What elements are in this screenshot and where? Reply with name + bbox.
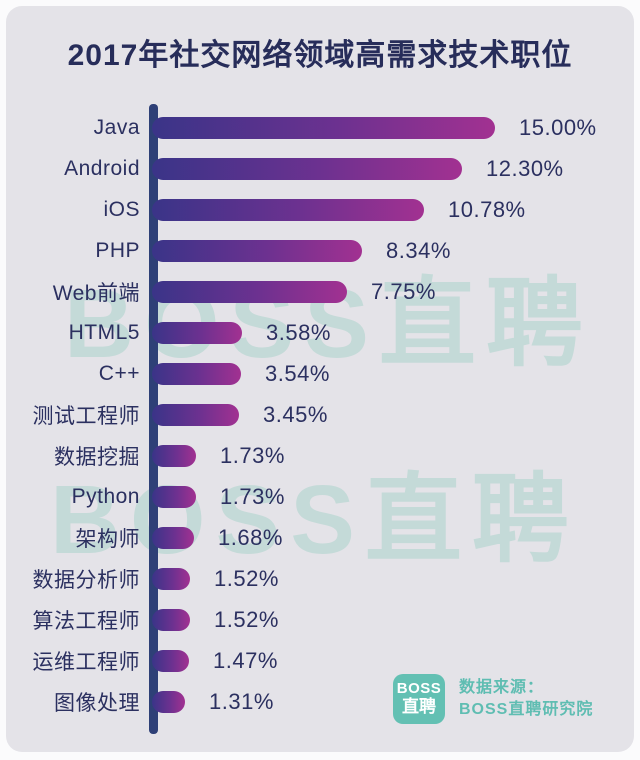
bar [152,362,241,385]
category-label: 图像处理 [54,692,140,716]
bar-row: 图像处理 1.31% [6,682,634,723]
value-label: 3.45% [263,401,328,427]
value-label: 8.34% [386,237,451,263]
category-label: 数据挖掘 [54,446,140,469]
category-label: iOS [103,197,140,221]
bar-row: 架构师 1.68% [6,518,634,559]
bar-row: Android 12.30% [6,148,634,189]
value-label: 12.30% [486,155,564,181]
bar-row: Java 15.00% [6,107,634,148]
category-label: 架构师 [75,528,140,552]
category-label: HTML5 [68,320,140,344]
bar-row: Python 1.73% [6,477,634,518]
category-label: Python [71,485,140,509]
category-label: 数据分析师 [32,569,140,593]
value-label: 1.31% [209,689,274,715]
bar [152,527,194,550]
bar-row: 数据分析师 1.52% [6,559,634,600]
value-label: 3.58% [266,319,331,345]
category-label: C++ [98,361,140,385]
watermark-boss-zhipin-2: BOSS直聘 [50,465,579,574]
bar [152,321,242,344]
category-label: 算法工程师 [32,610,140,634]
footer: BOSS 直聘 数据来源： BOSS直聘研究院 [393,674,593,724]
boss-zhipin-logo: BOSS 直聘 [393,674,445,724]
bar [152,650,189,673]
value-label: 1.68% [218,525,283,551]
category-label: Android [64,156,140,180]
bar [152,157,462,180]
category-label: Web前端 [52,281,140,305]
bar [152,239,362,262]
bar [152,691,185,714]
chart-title: 2017年社交网络领域高需求技术职位 [67,39,573,72]
bar-row: C++ 3.54% [6,353,634,394]
bar-row: 测试工程师 3.45% [6,394,634,435]
bar-rows: Java 15.00% Android 12.30% iOS 10.78% PHP 8.34%… [6,107,634,723]
bar [152,116,495,139]
value-label: 7.75% [371,278,436,304]
category-label: Java [93,115,140,139]
category-label: 运维工程师 [32,651,140,675]
bar-row: 运维工程师 1.47% [6,641,634,682]
value-label: 1.52% [214,566,279,592]
data-source-name: BOSS直聘研究院 [459,701,594,718]
value-label: 1.52% [214,607,279,633]
bar [152,403,239,426]
bar [152,280,347,303]
bar-row: Web前端 7.75% [6,271,634,312]
data-source: 数据来源： BOSS直聘研究院 [459,677,593,721]
chart-card: BOSS直聘 BOSS直聘 2017年社交网络领域高需求技术职位 Java 15.… [6,6,634,752]
logo-text-zhipin: 直聘 [402,696,436,716]
bar [152,568,190,591]
value-label: 15.00% [519,114,597,140]
category-label: PHP [95,238,140,262]
bar [152,486,196,509]
value-label: 1.47% [213,648,278,674]
value-label: 10.78% [448,196,526,222]
bar [152,445,196,467]
value-label: 1.73% [220,484,285,510]
bar-row: 算法工程师 1.52% [6,600,634,641]
bar-row: 数据挖掘 1.73% [6,436,634,477]
bar-row: HTML5 3.58% [6,312,634,353]
bar-row: iOS 10.78% [6,189,634,230]
data-source-label: 数据来源： [459,679,545,696]
value-label: 1.73% [220,443,285,468]
bar-row: PHP 8.34% [6,230,634,271]
bar [152,198,424,221]
logo-text-boss: BOSS [396,680,442,698]
category-label: 测试工程师 [32,404,140,428]
bar [152,609,190,632]
value-label: 3.54% [265,360,330,386]
